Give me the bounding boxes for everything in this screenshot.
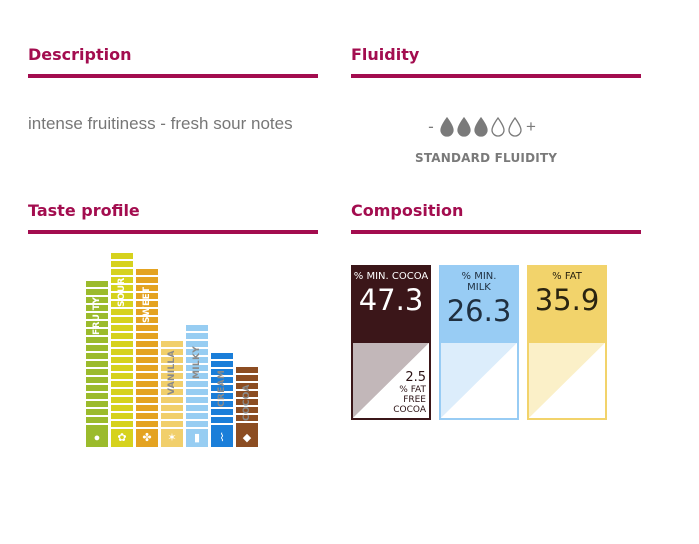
taste-bar-label: CREAM <box>217 369 227 407</box>
taste-bar-fill <box>186 325 208 429</box>
drop-empty-icon <box>491 117 505 137</box>
description-title: Description <box>28 45 132 64</box>
fluidity-title: Fluidity <box>351 45 420 64</box>
fat-label: % FAT <box>552 271 582 282</box>
taste-bar-label: FRUITY <box>92 296 102 335</box>
apple-icon: ● <box>86 429 108 447</box>
drop-filled-icon <box>457 117 471 137</box>
fluidity-divider <box>351 74 641 78</box>
vanilla-icon: ✶ <box>161 429 183 447</box>
taste-bar-fill <box>211 353 233 429</box>
taste-bar-sweet: ✤ SWEET <box>136 253 158 447</box>
drop-filled-icon <box>440 117 454 137</box>
composition-divider <box>351 230 641 234</box>
fat-free-cocoa: 2.5 % FAT FREE COCOA <box>384 370 426 415</box>
taste-bar-label: MILKY <box>192 345 202 379</box>
taste-profile-title: Taste profile <box>28 201 140 220</box>
taste-bar-label: SWEET <box>142 286 152 323</box>
fat-free-cocoa-label: % FAT FREE COCOA <box>393 385 426 415</box>
fat-value: 35.9 <box>534 283 600 317</box>
cocoa-bean-icon: ◆ <box>236 429 258 447</box>
fluidity-plus: + <box>526 117 536 136</box>
taste-profile-chart: ● FRUITY ✿ SOUR ✤ SWEET ✶ VANILLA ▮ MILKY ⌇ CREAM ◆ C… <box>86 253 261 447</box>
fat-card: % FAT 35.9 <box>527 265 607 420</box>
fat-free-cocoa-value: 2.5 <box>405 370 426 385</box>
taste-bar-fill <box>136 269 158 429</box>
taste-profile-divider <box>28 230 318 234</box>
taste-bar-milky: ▮ MILKY <box>186 253 208 447</box>
drop-empty-icon <box>508 117 522 137</box>
cocoa-value: 47.3 <box>358 283 424 317</box>
drop-filled-icon <box>474 117 488 137</box>
cocoa-card-diagram: 2.5 % FAT FREE COCOA <box>353 343 429 418</box>
milk-label: % MIN. MILK <box>461 271 497 293</box>
milk-icon: ▮ <box>186 429 208 447</box>
fat-card-header: % FAT 35.9 <box>529 267 605 343</box>
cocoa-label: % MIN. COCOA <box>353 271 429 282</box>
description-text: intense fruitiness - fresh sour notes <box>28 114 293 133</box>
taste-bar-fill <box>111 253 133 429</box>
lemon-icon: ✿ <box>111 429 133 447</box>
cocoa-card: % MIN. COCOA 47.3 2.5 % FAT FREE COCOA <box>351 265 431 420</box>
fluidity-scale: - + <box>424 117 538 137</box>
taste-bar-label: SOUR <box>117 277 127 307</box>
fat-card-diagram <box>529 343 605 418</box>
taste-bar-label: COCOA <box>242 384 252 421</box>
taste-bar-fill <box>236 367 258 429</box>
fluidity-drops <box>440 117 522 137</box>
milk-value: 26.3 <box>446 294 512 328</box>
taste-bar-vanilla: ✶ VANILLA <box>161 253 183 447</box>
taste-bar-cocoa: ◆ COCOA <box>236 253 258 447</box>
cocoa-card-header: % MIN. COCOA 47.3 <box>353 267 429 343</box>
taste-bar-fill <box>161 341 183 429</box>
fluidity-minus: - <box>428 117 434 136</box>
composition-title: Composition <box>351 201 464 220</box>
taste-bar-sour: ✿ SOUR <box>111 253 133 447</box>
milk-card-diagram <box>441 343 517 418</box>
description-divider <box>28 74 318 78</box>
taste-bar-fill <box>86 281 108 429</box>
taste-bar-label: VANILLA <box>167 350 177 395</box>
taste-bar-cream: ⌇ CREAM <box>211 253 233 447</box>
cream-icon: ⌇ <box>211 429 233 447</box>
fluidity-label: STANDARD FLUIDITY <box>415 151 558 165</box>
milk-card-header: % MIN. MILK 26.3 <box>441 267 517 343</box>
milk-card: % MIN. MILK 26.3 <box>439 265 519 420</box>
taste-bar-fruity: ● FRUITY <box>86 253 108 447</box>
flower-icon: ✤ <box>136 429 158 447</box>
